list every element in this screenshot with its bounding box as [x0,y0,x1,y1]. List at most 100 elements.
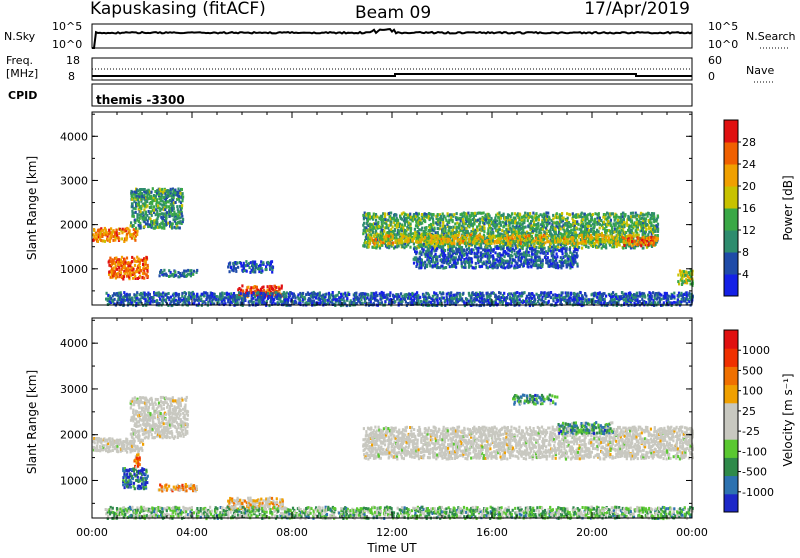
data-cell [152,296,154,299]
data-cell [469,240,471,243]
data-cell [430,234,432,237]
data-cell [129,293,131,296]
data-cell [241,284,243,287]
data-cell [581,212,583,215]
data-cell [689,296,691,299]
data-cell [480,212,482,215]
data-cell [395,293,397,296]
nsky-line [92,29,692,48]
data-cell [143,271,145,274]
data-cell [419,238,421,241]
data-cell [612,291,614,294]
data-cell [434,238,436,241]
data-cell [369,215,371,218]
data-cell [368,240,370,243]
data-cell [401,240,403,243]
data-cell [243,262,245,265]
data-cell [621,291,623,294]
data-cell [491,242,493,245]
data-cell [531,215,533,218]
data-cell [150,296,152,299]
station-title: Kapuskasing (fitACF) [90,0,266,19]
data-cell [146,269,148,272]
data-cell [453,245,455,248]
data-cell [222,295,224,298]
data-cell [337,294,339,297]
data-cell [604,298,606,301]
data-cell [409,293,411,296]
data-cell [403,246,405,249]
nsky-panel: N.Sky 10^5 10^0 10^5 10^0 N.Search [4,20,796,51]
data-cell [556,221,558,224]
data-cell [370,292,372,295]
data-cell [462,230,464,233]
data-cell [473,293,475,296]
data-cell [424,236,426,239]
data-cell [115,229,117,232]
data-cell [677,301,679,304]
data-cell [170,188,172,191]
data-cell [338,291,340,294]
data-cell [342,293,344,296]
data-cell [106,297,108,300]
data-cell [171,213,173,216]
data-cell [447,235,449,238]
data-cell [531,292,533,295]
data-cell [543,213,545,216]
data-cell [605,243,607,246]
data-cell [548,300,550,303]
data-cell [507,213,509,216]
data-cell [569,296,571,299]
data-cell [494,240,496,243]
data-cell [516,234,518,237]
data-cell [376,215,378,218]
data-cell [267,285,269,288]
data-cell [581,247,583,250]
data-cell [381,215,383,218]
data-cell [376,294,378,297]
nsky-label: N.Sky [4,30,36,43]
nave-tick-bottom: 0 [708,70,715,83]
data-cell [123,275,125,278]
data-cell [445,227,447,230]
data-cell [498,211,500,214]
data-cell [560,227,562,230]
data-cell [473,223,475,226]
data-cell [550,291,552,294]
data-cell [278,287,280,290]
data-cell [262,286,264,289]
data-cell [462,225,464,228]
data-cell [147,222,149,225]
data-cell [144,188,146,191]
data-cell [517,221,519,224]
data-cell [364,300,366,303]
nave-label: Nave [746,64,774,77]
data-cell [502,240,504,243]
data-cell [482,236,484,239]
data-cell [611,230,613,233]
data-cell [254,261,256,264]
data-cell [418,212,420,215]
data-cell [99,236,101,239]
data-cell [454,296,456,299]
data-cell [346,297,348,300]
data-cell [226,292,228,295]
data-cell [423,298,425,301]
data-cell [462,292,464,295]
data-cell [369,242,371,245]
data-cell [343,300,345,303]
data-cell [417,235,419,238]
nsky-tick-top: 10^5 [52,20,82,33]
data-cell [116,268,118,271]
data-cell [524,219,526,222]
data-cell [389,242,391,245]
data-cell [133,215,135,218]
data-cell [179,192,181,195]
data-cell [362,302,364,305]
data-cell [319,291,321,294]
data-cell [448,238,450,241]
data-cell [594,212,596,215]
data-cell [442,225,444,228]
data-cell [558,223,560,226]
data-cell [582,218,584,221]
